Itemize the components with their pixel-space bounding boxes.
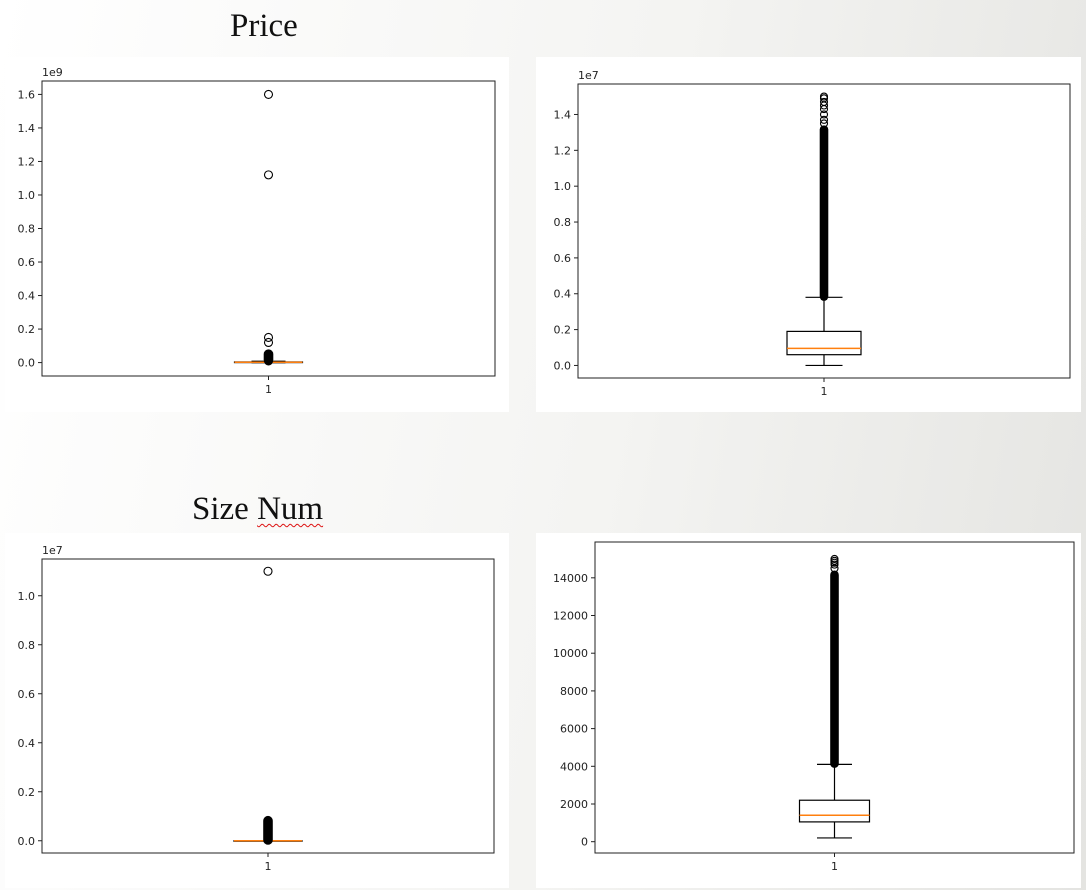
section-title-size-text: Size xyxy=(192,491,258,527)
x-tick-label: 1 xyxy=(831,860,838,873)
outlier-point xyxy=(819,101,829,110)
y-tick-label: 1.0 xyxy=(18,189,36,202)
outlier-point xyxy=(263,337,274,348)
outlier-band xyxy=(819,125,829,301)
axes-frame xyxy=(41,558,495,854)
outlier-point xyxy=(830,592,839,601)
y-tick-label: 0.4 xyxy=(18,290,36,303)
y-tick-label: 0.0 xyxy=(554,359,572,372)
chart-panel-price-full: 0.0 0.2 0.4 0.6 0.8 1.0 1.2 1.4 1.6 1 1e9 xyxy=(5,57,509,412)
y-tick-label: 1.4 xyxy=(554,108,572,121)
axis-offset-text: 1e7 xyxy=(42,544,63,557)
y-tick-label: 0.8 xyxy=(18,223,36,236)
outlier-point xyxy=(830,564,839,573)
y-tick-label: 1.6 xyxy=(18,88,36,101)
chart-panel-price-filtered: 0.0 0.2 0.4 0.6 0.8 1.0 1.2 1.4 1 1e7 xyxy=(536,57,1081,412)
outlier-point xyxy=(263,170,274,180)
y-tick-label: 0.6 xyxy=(554,252,572,265)
y-tick-label: 0.6 xyxy=(18,256,36,269)
outlier-point xyxy=(263,566,273,576)
chart-panel-size-filtered: 0 2000 4000 6000 8000 10000 12000 14000 1 xyxy=(536,533,1081,888)
y-tick-label: 14000 xyxy=(553,572,588,585)
axis-offset-text: 1e9 xyxy=(42,66,63,79)
y-tick-label: 0.2 xyxy=(18,323,36,336)
outlier-point xyxy=(263,356,274,366)
boxplot-size-full: 0.0 0.2 0.4 0.6 0.8 1.0 1 1e7 xyxy=(18,544,495,873)
section-title-size-num: Size Num xyxy=(192,491,323,528)
y-tick-label: 0.0 xyxy=(18,835,36,848)
section-title-num-text: Num xyxy=(257,491,324,527)
y-tick-label: 10000 xyxy=(553,647,588,660)
outlier-point xyxy=(819,115,829,124)
box xyxy=(798,799,871,823)
y-tick-label: 1.0 xyxy=(18,590,36,603)
axis-offset-text: 1e7 xyxy=(578,69,599,82)
y-tick-label: 1.0 xyxy=(554,180,572,193)
boxplot-price-full: 0.0 0.2 0.4 0.6 0.8 1.0 1.2 1.4 1.6 1 1e9 xyxy=(18,66,496,396)
y-tick-label: 12000 xyxy=(553,610,588,623)
outlier-point xyxy=(830,560,839,569)
outlier-point xyxy=(819,105,829,114)
outlier-band xyxy=(830,570,839,768)
boxplot-size-filtered: 0 2000 4000 6000 8000 10000 12000 14000 1 xyxy=(553,541,1075,873)
axes-frame xyxy=(41,80,496,377)
y-tick-label: 0.4 xyxy=(18,737,36,750)
section-title-price-text: Price xyxy=(230,8,298,44)
outlier-point xyxy=(819,119,829,128)
y-tick-label: 1.4 xyxy=(18,122,36,135)
y-tick-label: 0.6 xyxy=(18,688,36,701)
box xyxy=(786,330,862,356)
x-tick-label: 1 xyxy=(265,860,272,873)
outlier-point xyxy=(263,332,274,342)
y-tick-label: 1.2 xyxy=(554,144,572,157)
x-tick-label: 1 xyxy=(821,385,828,398)
y-tick-label: 0.2 xyxy=(18,786,36,799)
x-tick-label: 1 xyxy=(265,383,272,396)
boxplot-price-filtered: 0.0 0.2 0.4 0.6 0.8 1.0 1.2 1.4 1 1e7 xyxy=(554,69,1071,398)
y-tick-label: 0.2 xyxy=(554,324,572,337)
chart-panel-size-full: 0.0 0.2 0.4 0.6 0.8 1.0 1 1e7 xyxy=(5,533,509,888)
section-title-price: Price xyxy=(230,8,298,45)
y-tick-label: 0.4 xyxy=(554,288,572,301)
y-tick-label: 2000 xyxy=(560,798,588,811)
outlier-point xyxy=(263,89,274,99)
y-tick-label: 0.0 xyxy=(18,357,36,370)
outlier-point xyxy=(819,110,829,119)
y-tick-label: 4000 xyxy=(560,760,588,773)
y-tick-label: 0 xyxy=(581,836,588,849)
y-tick-label: 1.2 xyxy=(18,155,36,168)
y-tick-label: 0.8 xyxy=(554,216,572,229)
y-tick-label: 0.8 xyxy=(18,639,36,652)
y-tick-label: 6000 xyxy=(560,723,588,736)
outlier-band xyxy=(263,815,273,845)
y-tick-label: 8000 xyxy=(560,685,588,698)
